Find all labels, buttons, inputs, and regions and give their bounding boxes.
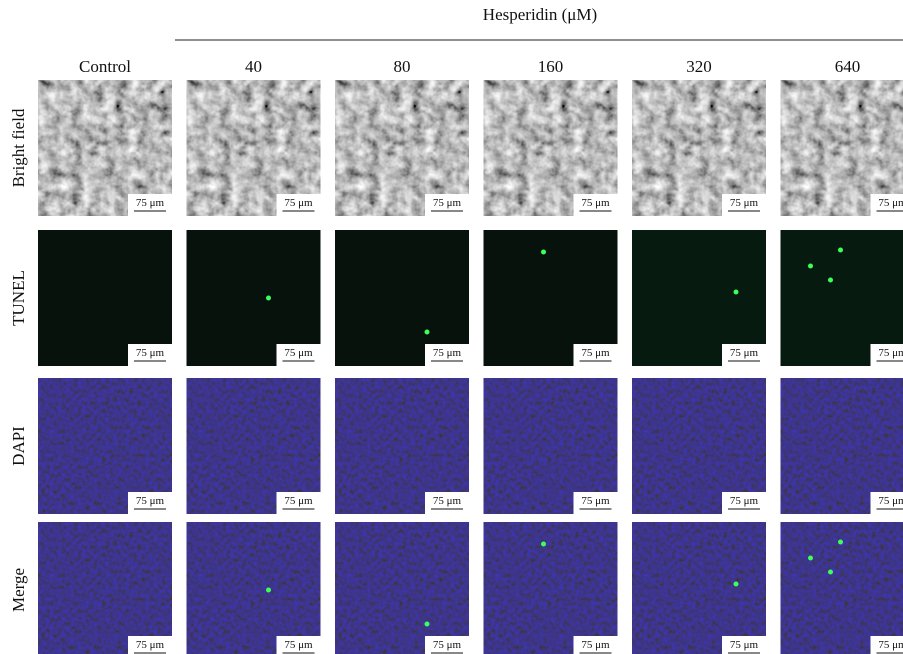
image-texture (484, 522, 618, 654)
column-label: Control (79, 57, 131, 76)
micrograph: 75 μm (484, 230, 618, 366)
apoptotic-cell (266, 296, 271, 301)
micrograph: 75 μm (781, 80, 903, 216)
micrograph: 75 μm (781, 522, 903, 654)
row-label: Merge (9, 568, 28, 612)
micrograph: 75 μm (38, 80, 172, 216)
scale-bar-label: 75 μm (433, 347, 462, 359)
scale-bar-label: 75 μm (878, 639, 903, 651)
micrograph: 75 μm (484, 80, 618, 216)
scale-bar-label: 75 μm (433, 639, 462, 651)
apoptotic-cell (425, 330, 430, 335)
apoptotic-cell (734, 290, 739, 295)
apoptotic-cell (541, 250, 546, 255)
column-label: 320 (686, 57, 712, 76)
image-texture (335, 522, 469, 654)
micrograph: 75 μm (632, 80, 766, 216)
micrograph: 75 μm (187, 80, 321, 216)
scale-bar-label: 75 μm (136, 639, 165, 651)
micrograph: 75 μm (187, 230, 321, 366)
scale-bar-label: 75 μm (136, 347, 165, 359)
row-label: Bright field (9, 108, 28, 187)
micrograph: 75 μm (187, 378, 321, 514)
apoptotic-cell (808, 264, 813, 269)
scale-bar-label: 75 μm (433, 197, 462, 209)
micrograph: 75 μm (335, 378, 469, 514)
row-label: TUNEL (9, 270, 28, 326)
scale-bar-label: 75 μm (730, 495, 759, 507)
scale-bar-label: 75 μm (581, 495, 610, 507)
micrograph: 75 μm (632, 230, 766, 366)
micrograph: 75 μm (38, 522, 172, 654)
scale-bar-label: 75 μm (284, 347, 313, 359)
apoptotic-cell (541, 542, 546, 547)
group-title: Hesperidin (μM) (483, 5, 597, 24)
apoptotic-cell (425, 622, 430, 627)
micrograph: 75 μm (187, 522, 321, 654)
scale-bar-label: 75 μm (730, 197, 759, 209)
scale-bar-label: 75 μm (730, 347, 759, 359)
micrograph: 75 μm (335, 522, 469, 654)
micrograph: 75 μm (484, 522, 618, 654)
apoptotic-cell (808, 556, 813, 561)
row-label: DAPI (9, 426, 28, 466)
apoptotic-cell (734, 582, 739, 587)
scale-bar-label: 75 μm (581, 347, 610, 359)
scale-bar-label: 75 μm (284, 197, 313, 209)
micrograph: 75 μm (335, 230, 469, 366)
column-label: 80 (394, 57, 411, 76)
figure: Hesperidin (μM) Control 40 80 160 320 640 Brig… (0, 0, 903, 654)
image-texture (187, 522, 321, 654)
scale-bar-label: 75 μm (581, 639, 610, 651)
micrograph: 75 μm (38, 230, 172, 366)
scale-bar-label: 75 μm (136, 197, 165, 209)
column-label: 640 (835, 57, 861, 76)
scale-bar-label: 75 μm (433, 495, 462, 507)
apoptotic-cell (838, 248, 843, 253)
scale-bar-label: 75 μm (878, 495, 903, 507)
scale-bar-label: 75 μm (284, 639, 313, 651)
column-label: 40 (245, 57, 262, 76)
scale-bar-label: 75 μm (730, 639, 759, 651)
micrograph: 75 μm (335, 80, 469, 216)
scale-bar-label: 75 μm (878, 197, 903, 209)
column-label: 160 (538, 57, 564, 76)
micrograph: 75 μm (781, 378, 903, 514)
image-texture (632, 522, 766, 654)
scale-bar-label: 75 μm (878, 347, 903, 359)
image-texture (38, 522, 172, 654)
micrograph: 75 μm (632, 522, 766, 654)
micrograph: 75 μm (632, 378, 766, 514)
scale-bar-label: 75 μm (136, 495, 165, 507)
micrograph: 75 μm (781, 230, 903, 366)
apoptotic-cell (266, 588, 271, 593)
micrograph: 75 μm (484, 378, 618, 514)
scale-bar-label: 75 μm (284, 495, 313, 507)
scale-bar-label: 75 μm (581, 197, 610, 209)
apoptotic-cell (828, 278, 833, 283)
apoptotic-cell (828, 570, 833, 575)
apoptotic-cell (838, 540, 843, 545)
micrograph: 75 μm (38, 378, 172, 514)
